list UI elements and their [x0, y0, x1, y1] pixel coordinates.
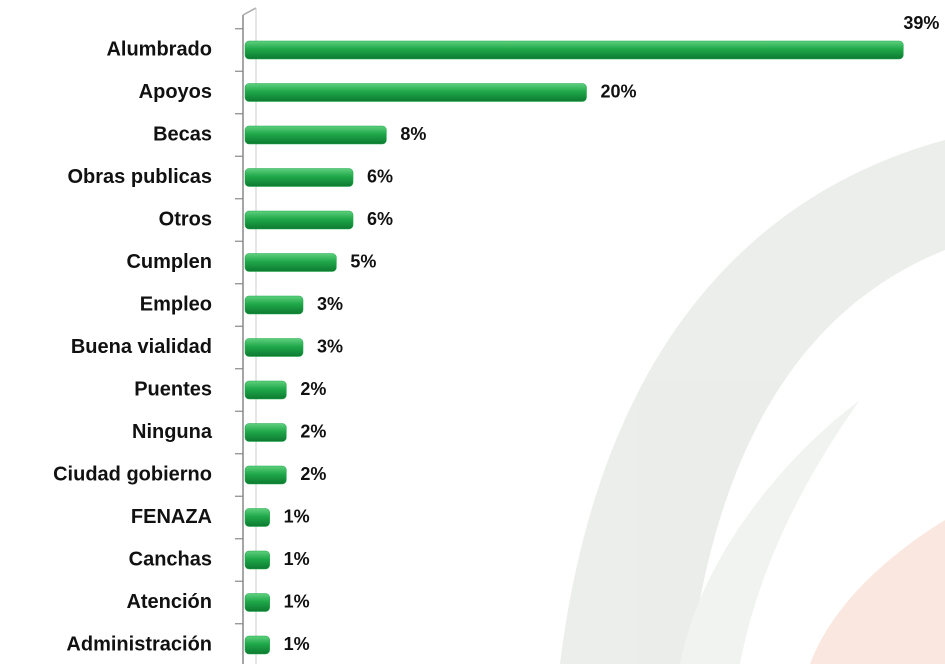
data-label: 5% — [350, 251, 376, 271]
data-label: 1% — [284, 634, 310, 654]
y-tick-label: Administración — [66, 633, 212, 655]
data-label: 2% — [300, 464, 326, 484]
background-decoration — [560, 140, 945, 664]
bar — [244, 295, 304, 315]
bar — [244, 125, 387, 145]
data-label: 2% — [300, 379, 326, 399]
y-tick-label: Ninguna — [132, 421, 213, 443]
y-tick-label: Empleo — [140, 293, 212, 315]
data-label: 8% — [400, 124, 426, 144]
y-tick-label: Cumplen — [126, 251, 212, 273]
bar — [244, 465, 287, 485]
data-label: 20% — [601, 81, 637, 101]
bar — [244, 253, 337, 272]
y-tick-label: Canchas — [129, 548, 212, 570]
y-tick-label: FENAZA — [131, 506, 212, 528]
bar — [244, 635, 270, 655]
axis-depth — [242, 7, 257, 16]
y-tick-label: Alumbrado — [106, 38, 212, 60]
bar — [244, 508, 270, 527]
data-label: 1% — [284, 506, 310, 526]
y-tick-label: Otros — [159, 208, 212, 230]
y-tick-label: Puentes — [134, 378, 212, 400]
y-tick-label: Ciudad gobierno — [53, 463, 212, 485]
data-label: 1% — [284, 549, 310, 569]
bar — [244, 168, 354, 187]
bar — [244, 380, 287, 400]
y-tick-label: Obras publicas — [68, 166, 213, 188]
bar — [244, 550, 270, 570]
data-label: 2% — [300, 421, 326, 441]
data-label: 6% — [367, 166, 393, 186]
y-tick-label: Buena vialidad — [71, 336, 212, 358]
data-label: 1% — [284, 591, 310, 611]
bar — [244, 83, 587, 102]
data-label: 6% — [367, 209, 393, 229]
bar — [244, 210, 354, 230]
bar — [244, 423, 287, 442]
data-label: 39% — [903, 13, 939, 33]
data-label: 3% — [317, 294, 343, 314]
bar — [244, 40, 904, 60]
y-tick-label: Apoyos — [139, 81, 212, 103]
y-tick-label: Becas — [153, 123, 212, 145]
data-label: 3% — [317, 336, 343, 356]
bar — [244, 338, 304, 357]
bar — [244, 593, 270, 612]
y-tick-label: Atención — [126, 591, 212, 613]
